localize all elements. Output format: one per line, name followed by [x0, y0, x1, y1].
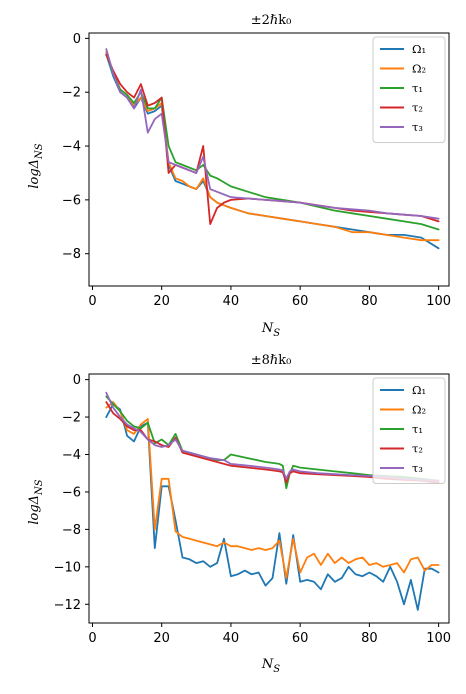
- chart-bottom-title: ±8ℏk₀: [251, 353, 292, 368]
- chart-top-legend-label: Ω₁: [412, 42, 426, 56]
- chart-bottom-ytick-label: −10: [54, 560, 81, 575]
- chart-bottom-xtick-label: 100: [426, 631, 451, 646]
- chart-top-legend-box: [372, 36, 446, 143]
- chart-bottom-legend-label: τ₂: [412, 442, 423, 456]
- chart-bottom-legend-label: τ₁: [412, 422, 423, 436]
- chart-top-xtick-label: 20: [153, 294, 170, 309]
- chart-bottom-plot-area: 0 20 40 60 80 100 0 −2 −4 −6 −8 −10 −12 Ω₁ Ω₂ τ₁ τ₂ τ₃: [54, 373, 451, 646]
- chart-top-frame: [88, 32, 450, 287]
- chart-top: ±2ℏk₀ 0 20 40 60 80 100 0 −2 −4 −6 −8 Ω₁ Ω₂ τ₁ τ₂ τ₃ NS…: [27, 13, 451, 339]
- chart-top-legend-label: τ₂: [412, 101, 423, 115]
- chart-top-xtick-label: 0: [88, 294, 96, 309]
- chart-top-series-line-4: [105, 53, 440, 226]
- chart-bottom-ytick-label: −2: [62, 411, 81, 426]
- chart-bottom-xtick-label: 20: [153, 631, 170, 646]
- chart-bottom-legend-box: [372, 377, 446, 484]
- chart-bottom-series-line-1: [105, 403, 440, 611]
- chart-bottom-ytick-label: 0: [73, 373, 81, 388]
- chart-top-xtick-label: 60: [292, 294, 309, 309]
- chart-top-xtick-label: 100: [426, 294, 451, 309]
- chart-bottom-legend-label: Ω₁: [412, 383, 426, 397]
- chart-bottom-ytick-label: −6: [62, 485, 81, 500]
- chart-bottom-series-line-3: [105, 395, 440, 490]
- chart-top-series-group: [105, 48, 440, 250]
- chart-top-series-line-5: [105, 48, 440, 220]
- chart-bottom-series-line-5: [105, 391, 440, 482]
- chart-bottom-xtick-label: 40: [223, 631, 240, 646]
- chart-bottom: ±8ℏk₀ 0 20 40 60 80 100 0 −2 −4 −6 −8 −10 −12 Ω₁ Ω₂ τ₁ τ…: [27, 353, 451, 675]
- chart-top-plot-area: 0 20 40 60 80 100 0 −2 −4 −6 −8 Ω₁ Ω₂ τ₁ τ₂ τ₃: [62, 32, 451, 309]
- chart-top-ytick-label: 0: [73, 32, 81, 47]
- chart-bottom-legend: Ω₁ Ω₂ τ₁ τ₂ τ₃: [372, 377, 446, 484]
- chart-top-legend: Ω₁ Ω₂ τ₁ τ₂ τ₃: [372, 36, 446, 143]
- chart-top-series-line-2: [105, 50, 440, 242]
- chart-bottom-series-group: [105, 391, 440, 611]
- chart-top-xtick-label: 80: [361, 294, 378, 309]
- chart-bottom-frame: [88, 373, 450, 624]
- chart-bottom-ytick-label: −4: [62, 448, 81, 463]
- chart-bottom-ytick-label: −12: [54, 598, 81, 613]
- chart-bottom-legend-label: τ₃: [412, 461, 423, 475]
- chart-bottom-legend-label: Ω₂: [412, 403, 426, 417]
- chart-top-ytick-label: −4: [62, 140, 81, 155]
- chart-bottom-xtick-label: 0: [88, 631, 96, 646]
- chart-top-xtick-label: 40: [223, 294, 240, 309]
- chart-bottom-xtick-label: 60: [292, 631, 309, 646]
- chart-bottom-xtick-label: 80: [361, 631, 378, 646]
- chart-top-legend-label: τ₁: [412, 81, 423, 95]
- chart-top-ytick-label: −6: [62, 193, 81, 208]
- chart-top-title: ±2ℏk₀: [251, 13, 292, 28]
- chart-bottom-series-line-2: [105, 401, 440, 579]
- chart-top-legend-label: τ₃: [412, 120, 423, 134]
- chart-bottom-xlabel: NS: [261, 657, 280, 675]
- chart-top-ytick-label: −2: [62, 86, 81, 101]
- chart-bottom-ytick-label: −8: [62, 523, 81, 538]
- chart-top-xlabel: NS: [261, 321, 280, 339]
- chart-top-legend-label: Ω₂: [412, 62, 426, 76]
- chart-top-ytick-label: −8: [62, 247, 81, 262]
- chart-bottom-ylabel: logΔNS: [27, 479, 45, 524]
- chart-top-ylabel: logΔNS: [27, 143, 45, 188]
